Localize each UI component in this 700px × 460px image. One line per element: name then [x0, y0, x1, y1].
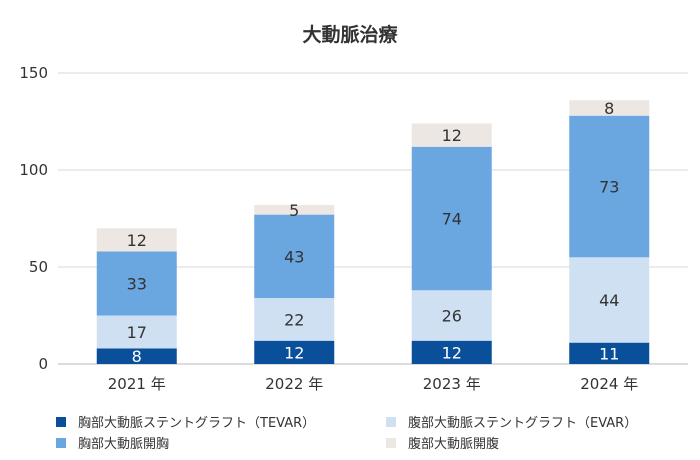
bar-s2-2024-年 [569, 115, 650, 258]
data-label-s3-2022-年: 5 [289, 201, 299, 220]
legend-swatch-tevar [56, 416, 66, 427]
chart-title: 大動脈治療 [302, 24, 398, 46]
x-tick-label-2021-年: 2021 年 [108, 375, 166, 393]
legend-item-tevar: 胸部大動脈ステントグラフト（TEVAR） [56, 412, 315, 431]
data-label-s1-2022-年: 22 [284, 310, 304, 329]
bar-s3-2023-年 [411, 123, 492, 147]
data-label-s2-2021-年: 33 [127, 274, 147, 293]
x-tick-label-2022-年: 2022 年 [265, 375, 323, 393]
data-label-s1-2021-年: 17 [127, 323, 147, 342]
data-label-s2-2022-年: 43 [284, 247, 304, 266]
data-label-s0-2021-年: 8 [132, 347, 142, 366]
data-label-s0-2023-年: 12 [442, 343, 462, 362]
legend: 胸部大動脈ステントグラフト（TEVAR） 腹部大動脈ステントグラフト（EVAR）… [0, 408, 700, 456]
x-tick-label-2024-年: 2024 年 [580, 375, 638, 393]
data-label-s2-2023-年: 74 [442, 210, 462, 229]
y-tick-label-100: 100 [19, 161, 48, 179]
legend-swatch-abdominal-open [386, 437, 396, 448]
bar-s2-2023-年 [411, 146, 492, 291]
data-label-s0-2022-年: 12 [284, 343, 304, 362]
data-label-s1-2023-年: 26 [442, 307, 462, 326]
legend-swatch-evar [386, 416, 396, 427]
bar-s2-2022-年 [254, 214, 335, 299]
bar-s1-2021-年 [96, 315, 177, 349]
legend-swatch-thoracic-open [56, 437, 66, 448]
bar-s3-2024-年 [569, 100, 650, 116]
data-label-s3-2023-年: 12 [442, 126, 462, 145]
y-tick-label-50: 50 [29, 258, 48, 276]
legend-label-evar: 腹部大動脈ステントグラフト（EVAR） [408, 416, 638, 431]
bar-s3-2022-年 [254, 204, 335, 215]
bar-s0-2024-年 [569, 342, 650, 364]
legend-item-thoracic-open: 胸部大動脈開胸 [56, 433, 169, 452]
legend-label-abdominal-open: 腹部大動脈開腹 [408, 437, 500, 452]
bar-s0-2021-年 [96, 348, 177, 364]
data-label-s0-2024-年: 11 [599, 344, 619, 363]
legend-item-abdominal-open: 腹部大動脈開腹 [386, 433, 499, 452]
legend-label-thoracic-open: 胸部大動脈開胸 [78, 437, 170, 452]
bar-s0-2022-年 [254, 340, 335, 364]
y-tick-label-0: 0 [38, 355, 48, 373]
bar-s1-2022-年 [254, 298, 335, 341]
data-label-s3-2021-年: 12 [127, 231, 147, 250]
y-tick-label-150: 150 [19, 64, 48, 82]
bar-s2-2021-年 [96, 251, 177, 316]
bar-s1-2024-年 [569, 257, 650, 343]
data-label-s3-2024-年: 8 [604, 99, 614, 118]
stacked-bar-chart: 0 50 100 150 8 17 33 12 2021 年 12 22 43 5 2022 年 12 26 7… [19, 64, 688, 393]
legend-item-evar: 腹部大動脈ステントグラフト（EVAR） [386, 412, 637, 431]
bar-s0-2023-年 [411, 340, 492, 364]
legend-label-tevar: 胸部大動脈ステントグラフト（TEVAR） [78, 416, 316, 431]
data-label-s2-2024-年: 73 [599, 177, 619, 196]
bar-s3-2021-年 [96, 228, 177, 252]
data-label-s1-2024-年: 44 [599, 291, 619, 310]
bar-s1-2023-年 [411, 290, 492, 341]
x-tick-label-2023-年: 2023 年 [423, 375, 481, 393]
